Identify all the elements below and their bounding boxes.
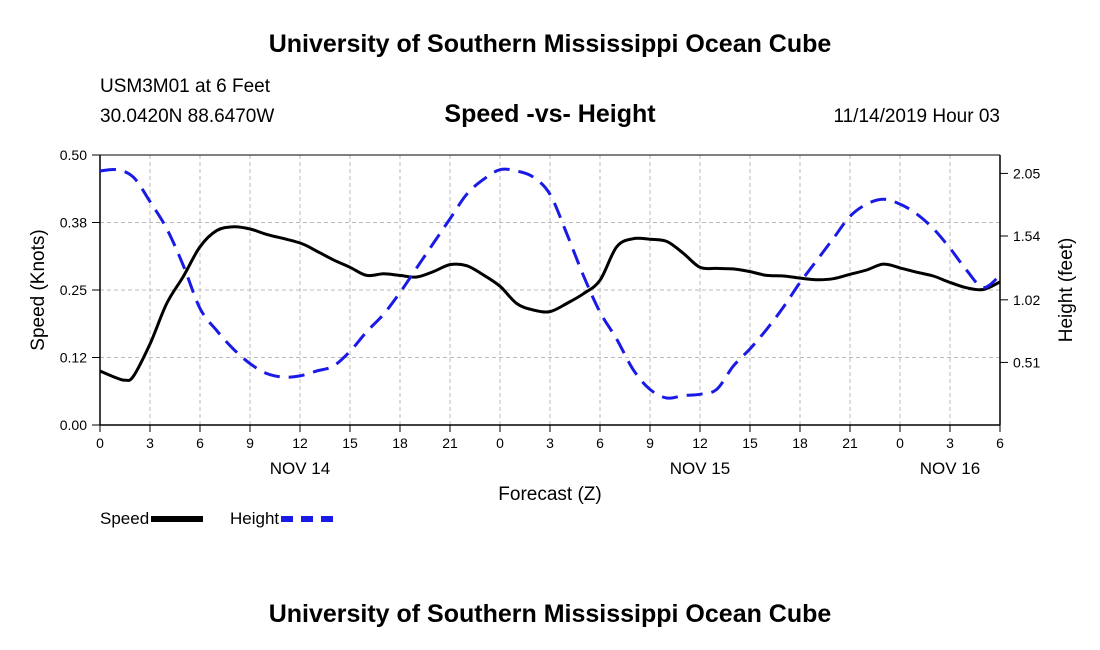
x-tick-label: 3 bbox=[546, 435, 554, 451]
x-tick-label: 0 bbox=[96, 435, 104, 451]
y2-tick-label: 2.05 bbox=[1013, 165, 1040, 181]
chart-title: Speed -vs- Height bbox=[444, 100, 656, 128]
x-tick-label: 21 bbox=[442, 435, 458, 451]
x-tick-label: 18 bbox=[392, 435, 408, 451]
coordinates-label: 30.0420N 88.6470W bbox=[100, 106, 275, 127]
legend-height-label: Height bbox=[230, 509, 280, 528]
y-tick-label: 0.12 bbox=[60, 350, 87, 366]
x-tick-label: 0 bbox=[896, 435, 904, 451]
x-tick-label: 15 bbox=[742, 435, 758, 451]
x-tick-label: 6 bbox=[996, 435, 1004, 451]
x-axis-title: Forecast (Z) bbox=[498, 484, 601, 505]
y-tick-label: 0.00 bbox=[60, 417, 87, 433]
legend-speed: Speed bbox=[100, 509, 204, 529]
y2-tick-label: 1.54 bbox=[1013, 228, 1040, 244]
date-label: NOV 15 bbox=[670, 459, 730, 478]
legend-height: Height bbox=[230, 509, 334, 529]
x-tick-label: 18 bbox=[792, 435, 808, 451]
height-series-line bbox=[100, 167, 1000, 400]
y-axis-title: Speed (Knots) bbox=[28, 229, 49, 350]
y2-tick-label: 1.02 bbox=[1013, 292, 1040, 308]
x-tick-label: 12 bbox=[692, 435, 708, 451]
x-tick-label: 6 bbox=[196, 435, 204, 451]
y-tick-label: 0.50 bbox=[60, 147, 87, 163]
x-tick-label: 9 bbox=[246, 435, 254, 451]
date-label: NOV 16 bbox=[920, 459, 980, 478]
legend-height-swatch bbox=[281, 516, 334, 522]
legend-speed-swatch bbox=[151, 516, 204, 522]
y-tick-label: 0.25 bbox=[60, 282, 87, 298]
x-tick-label: 3 bbox=[146, 435, 154, 451]
x-tick-label: 15 bbox=[342, 435, 358, 451]
legend-speed-label: Speed bbox=[100, 509, 150, 528]
x-tick-label: 0 bbox=[496, 435, 504, 451]
x-tick-label: 12 bbox=[292, 435, 308, 451]
forecast-datetime: 11/14/2019 Hour 03 bbox=[833, 106, 1000, 127]
footer-title: University of Southern Mississippi Ocean… bbox=[268, 600, 832, 628]
speed-series-line bbox=[100, 225, 1000, 382]
y2-axis-title: Height (feet) bbox=[1056, 238, 1077, 343]
date-label: NOV 14 bbox=[270, 459, 330, 478]
x-tick-label: 3 bbox=[946, 435, 954, 451]
y2-tick-label: 0.51 bbox=[1013, 354, 1040, 370]
station-label: USM3M01 at 6 Feet bbox=[100, 76, 271, 97]
x-tick-label: 9 bbox=[646, 435, 654, 451]
page-title: University of Southern Mississippi Ocean… bbox=[268, 30, 832, 58]
x-tick-label: 21 bbox=[842, 435, 858, 451]
x-tick-label: 6 bbox=[596, 435, 604, 451]
y-tick-label: 0.38 bbox=[60, 215, 87, 231]
